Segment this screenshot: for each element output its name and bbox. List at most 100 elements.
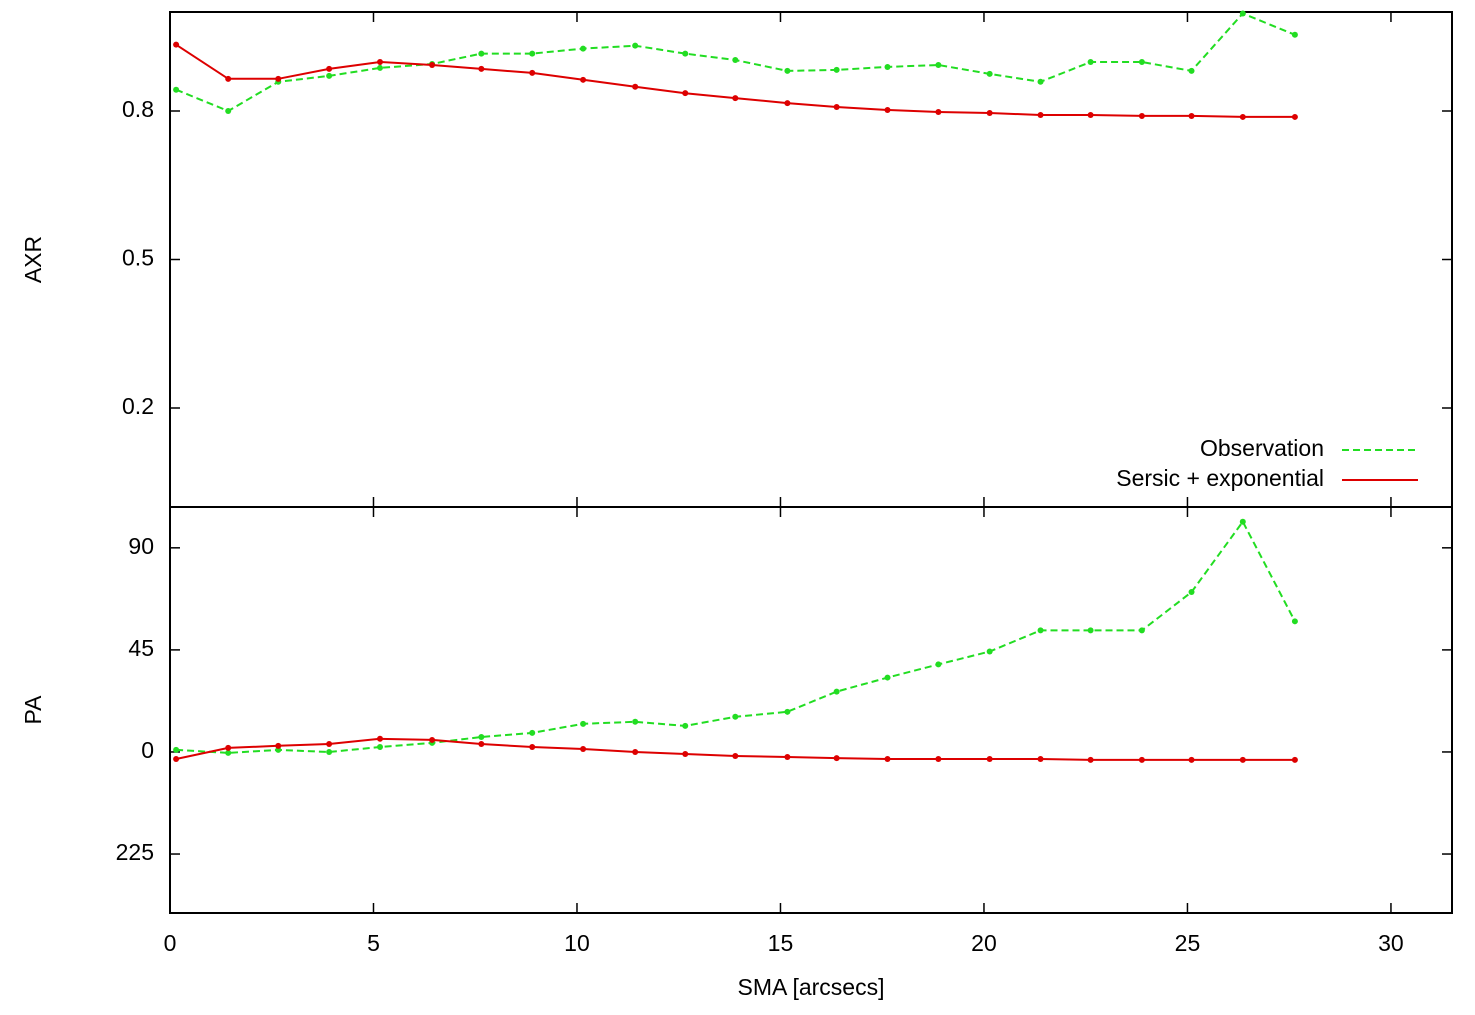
data-point xyxy=(478,50,485,57)
data-point xyxy=(1138,756,1145,763)
data-point xyxy=(1239,518,1246,525)
data-point xyxy=(225,75,232,82)
x-tick-label: 0 xyxy=(164,930,177,956)
data-point xyxy=(529,743,536,750)
data-point xyxy=(732,95,739,102)
data-point xyxy=(326,741,333,748)
data-point xyxy=(529,69,536,76)
data-point xyxy=(377,743,384,750)
data-point xyxy=(732,753,739,760)
data-point xyxy=(225,108,232,114)
y-tick-label: 0 xyxy=(141,737,154,763)
data-point xyxy=(1291,756,1298,763)
y-tick-label: 0.2 xyxy=(122,393,154,419)
data-point xyxy=(580,76,587,83)
data-point xyxy=(833,755,840,762)
legend-label: Sersic + exponential xyxy=(1116,465,1324,491)
data-point xyxy=(173,41,180,48)
y-tick-label: 225 xyxy=(116,839,154,865)
data-point xyxy=(1138,112,1145,119)
data-point xyxy=(1291,31,1298,38)
data-point xyxy=(884,674,891,681)
data-point xyxy=(1087,111,1094,118)
data-point xyxy=(529,729,536,736)
data-point xyxy=(1138,58,1145,65)
data-point xyxy=(732,713,739,720)
data-point xyxy=(784,708,791,715)
data-point xyxy=(784,753,791,760)
data-point xyxy=(173,746,180,753)
data-point xyxy=(580,746,587,753)
data-point xyxy=(833,688,840,695)
y-axis-label: AXR xyxy=(20,236,46,283)
data-point xyxy=(784,67,791,74)
data-point xyxy=(377,64,384,71)
data-point xyxy=(1239,756,1246,763)
data-point xyxy=(580,720,587,727)
x-tick-label: 30 xyxy=(1378,930,1404,956)
data-point xyxy=(275,742,282,749)
data-point xyxy=(1037,755,1044,762)
data-point xyxy=(632,42,639,49)
data-point xyxy=(580,45,587,52)
data-point xyxy=(478,65,485,72)
data-point xyxy=(225,744,232,751)
data-point xyxy=(986,755,993,762)
data-point xyxy=(377,58,384,65)
data-point xyxy=(884,755,891,762)
data-point xyxy=(833,66,840,73)
data-point xyxy=(632,748,639,755)
data-point xyxy=(529,50,536,57)
data-point xyxy=(1087,58,1094,65)
data-point xyxy=(1037,627,1044,634)
data-point xyxy=(682,751,689,758)
series-line xyxy=(175,43,1295,118)
data-point xyxy=(275,75,282,82)
data-point xyxy=(784,100,791,107)
data-point xyxy=(478,733,485,740)
data-point xyxy=(326,72,333,79)
x-axis-label: SMA [arcsecs] xyxy=(738,974,885,1000)
data-point xyxy=(1138,627,1145,634)
data-point xyxy=(1037,78,1044,85)
data-point xyxy=(935,661,942,668)
data-point xyxy=(326,748,333,755)
data-point xyxy=(1188,67,1195,74)
data-point xyxy=(1291,618,1298,625)
data-point xyxy=(1291,113,1298,120)
x-tick-label: 25 xyxy=(1175,930,1201,956)
y-tick-label: 90 xyxy=(128,533,154,559)
data-point xyxy=(377,735,384,742)
data-point xyxy=(935,108,942,115)
data-point xyxy=(884,107,891,114)
data-point xyxy=(833,104,840,111)
data-point xyxy=(1087,756,1094,763)
y-tick-label: 0.8 xyxy=(122,96,154,122)
data-point xyxy=(986,109,993,116)
data-point xyxy=(682,90,689,97)
data-point xyxy=(986,648,993,655)
x-tick-label: 5 xyxy=(367,930,380,956)
data-point xyxy=(1239,113,1246,120)
data-point xyxy=(429,736,436,743)
plot-frame xyxy=(169,506,1453,914)
data-point xyxy=(682,50,689,57)
data-point xyxy=(1239,10,1246,17)
y-tick-label: 0.5 xyxy=(122,245,154,271)
data-point xyxy=(732,57,739,64)
data-point xyxy=(429,61,436,68)
data-point xyxy=(632,83,639,90)
data-point xyxy=(1188,756,1195,763)
data-point xyxy=(1087,627,1094,634)
plot-frame xyxy=(169,11,1453,508)
legend-label: Observation xyxy=(1200,435,1324,461)
x-tick-label: 15 xyxy=(768,930,794,956)
data-point xyxy=(1037,111,1044,118)
y-tick-label: 45 xyxy=(128,635,154,661)
x-tick-label: 20 xyxy=(971,930,997,956)
data-point xyxy=(935,61,942,68)
data-point xyxy=(1188,112,1195,119)
data-point xyxy=(478,741,485,748)
data-point xyxy=(225,749,232,756)
